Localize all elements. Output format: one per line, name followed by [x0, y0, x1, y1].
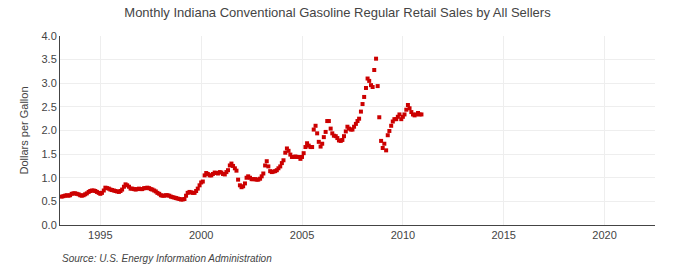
svg-text:0.5: 0.5: [42, 195, 57, 207]
svg-text:2015: 2015: [491, 229, 515, 241]
svg-text:1995: 1995: [88, 229, 112, 241]
svg-text:Monthly Indiana Conventional G: Monthly Indiana Conventional Gasoline Re…: [124, 5, 551, 20]
svg-text:Dollars per Gallon: Dollars per Gallon: [18, 86, 30, 174]
svg-text:4.0: 4.0: [42, 30, 57, 42]
svg-text:2.0: 2.0: [42, 124, 57, 136]
svg-text:2000: 2000: [189, 229, 213, 241]
svg-text:2010: 2010: [391, 229, 415, 241]
svg-text:2020: 2020: [592, 229, 616, 241]
svg-text:3.0: 3.0: [42, 77, 57, 89]
svg-text:2.5: 2.5: [42, 101, 57, 113]
svg-text:3.5: 3.5: [42, 53, 57, 65]
svg-text:1.0: 1.0: [42, 172, 57, 184]
svg-text:Source: U.S. Energy Informatio: Source: U.S. Energy Information Administ…: [62, 253, 272, 264]
svg-text:2005: 2005: [290, 229, 314, 241]
svg-text:0.0: 0.0: [42, 219, 57, 231]
svg-text:1.5: 1.5: [42, 148, 57, 160]
